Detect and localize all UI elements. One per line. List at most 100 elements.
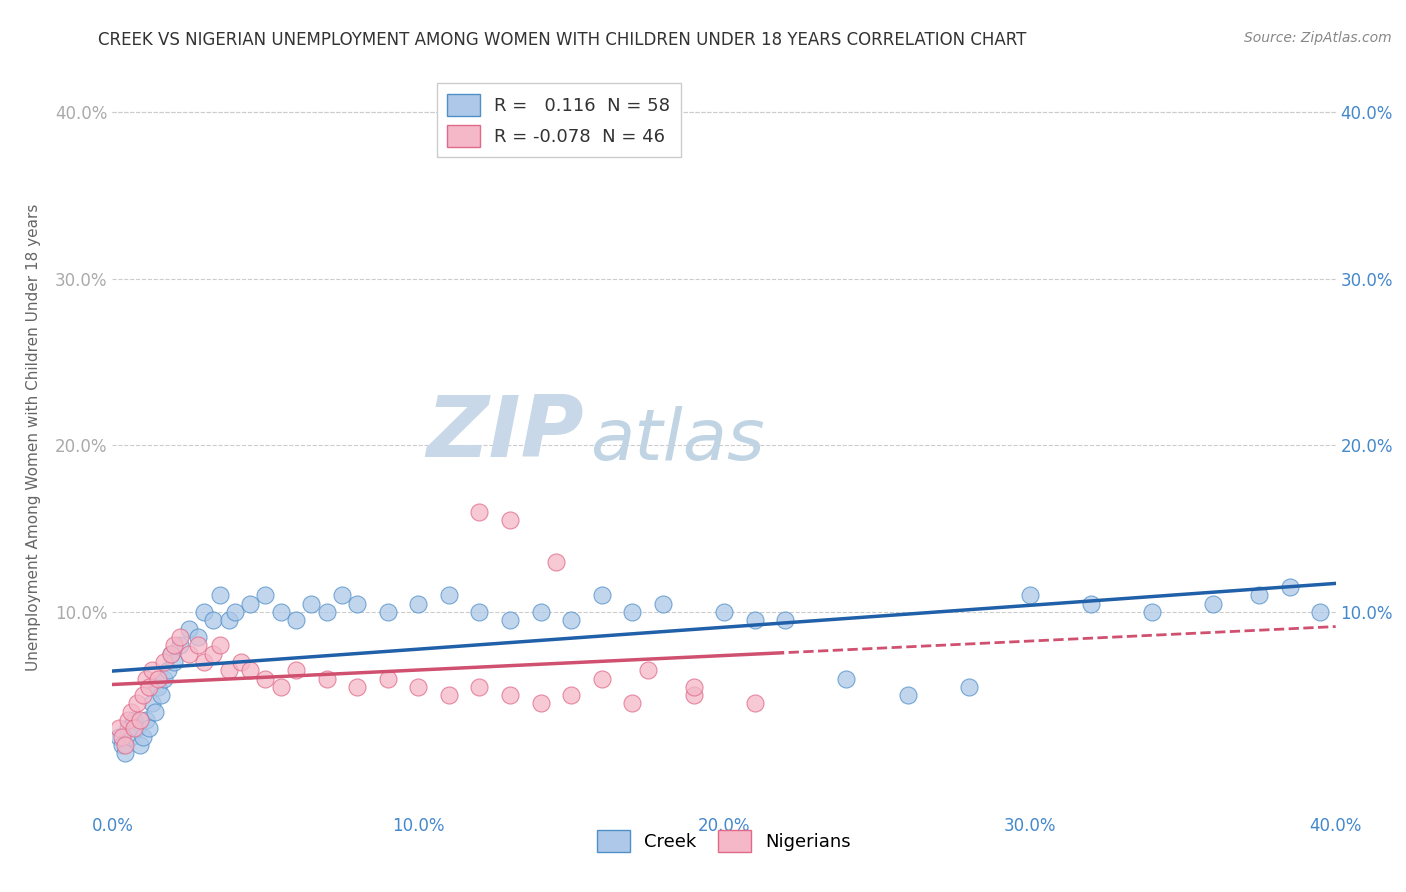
Point — [591, 588, 613, 602]
Point — [138, 722, 160, 736]
Point — [107, 722, 129, 736]
Point — [114, 738, 136, 752]
Point — [193, 655, 215, 669]
Point — [744, 613, 766, 627]
Point — [177, 622, 200, 636]
Point — [120, 705, 142, 719]
Point — [163, 638, 186, 652]
Point — [1278, 580, 1301, 594]
Point — [713, 605, 735, 619]
Point — [114, 747, 136, 761]
Point — [775, 613, 797, 627]
Point — [468, 505, 491, 519]
Point — [560, 613, 582, 627]
Point — [530, 697, 553, 711]
Point — [159, 647, 181, 661]
Point — [652, 597, 675, 611]
Point — [437, 688, 460, 702]
Point — [437, 588, 460, 602]
Point — [125, 722, 148, 736]
Point — [637, 663, 659, 677]
Point — [120, 730, 142, 744]
Point — [138, 680, 160, 694]
Point — [897, 688, 920, 702]
Text: atlas: atlas — [589, 407, 763, 475]
Point — [135, 672, 157, 686]
Point — [208, 638, 231, 652]
Text: Source: ZipAtlas.com: Source: ZipAtlas.com — [1244, 31, 1392, 45]
Point — [284, 613, 308, 627]
Point — [544, 555, 567, 569]
Point — [1142, 605, 1164, 619]
Point — [1249, 588, 1271, 602]
Point — [153, 672, 176, 686]
Point — [346, 597, 368, 611]
Point — [148, 680, 170, 694]
Point — [148, 672, 170, 686]
Point — [218, 663, 240, 677]
Point — [117, 713, 139, 727]
Point — [208, 588, 231, 602]
Point — [270, 605, 292, 619]
Point — [499, 613, 522, 627]
Point — [143, 705, 166, 719]
Point — [408, 597, 430, 611]
Point — [330, 588, 353, 602]
Point — [621, 697, 644, 711]
Point — [315, 672, 337, 686]
Point — [187, 630, 209, 644]
Point — [591, 672, 613, 686]
Point — [153, 655, 176, 669]
Point — [499, 688, 522, 702]
Text: CREEK VS NIGERIAN UNEMPLOYMENT AMONG WOMEN WITH CHILDREN UNDER 18 YEARS CORRELAT: CREEK VS NIGERIAN UNEMPLOYMENT AMONG WOM… — [98, 31, 1026, 49]
Point — [1080, 597, 1102, 611]
Point — [141, 697, 163, 711]
Point — [129, 738, 152, 752]
Point — [1018, 588, 1040, 602]
Point — [150, 688, 173, 702]
Point — [408, 680, 430, 694]
Point — [744, 697, 766, 711]
Point — [957, 680, 980, 694]
Point — [621, 605, 644, 619]
Point — [122, 713, 145, 727]
Point — [107, 730, 129, 744]
Point — [468, 680, 491, 694]
Point — [468, 605, 491, 619]
Point — [218, 613, 240, 627]
Point — [163, 655, 186, 669]
Point — [117, 722, 139, 736]
Point — [111, 730, 134, 744]
Point — [187, 638, 209, 652]
Legend: Creek, Nigerians: Creek, Nigerians — [591, 822, 858, 859]
Point — [224, 605, 246, 619]
Point — [499, 513, 522, 527]
Point — [125, 697, 148, 711]
Point — [177, 647, 200, 661]
Point — [169, 638, 191, 652]
Y-axis label: Unemployment Among Women with Children Under 18 years: Unemployment Among Women with Children U… — [27, 203, 41, 671]
Point — [270, 680, 292, 694]
Point — [239, 663, 262, 677]
Point — [1309, 605, 1331, 619]
Point — [346, 680, 368, 694]
Point — [202, 613, 225, 627]
Point — [835, 672, 858, 686]
Point — [315, 605, 337, 619]
Point — [193, 605, 215, 619]
Point — [111, 738, 134, 752]
Point — [159, 647, 181, 661]
Point — [135, 713, 157, 727]
Point — [156, 663, 179, 677]
Point — [377, 672, 399, 686]
Point — [530, 605, 553, 619]
Point — [682, 680, 704, 694]
Point — [229, 655, 252, 669]
Point — [560, 688, 582, 702]
Point — [122, 722, 145, 736]
Point — [129, 713, 152, 727]
Text: ZIP: ZIP — [426, 392, 583, 475]
Point — [169, 630, 191, 644]
Point — [254, 588, 277, 602]
Point — [1202, 597, 1225, 611]
